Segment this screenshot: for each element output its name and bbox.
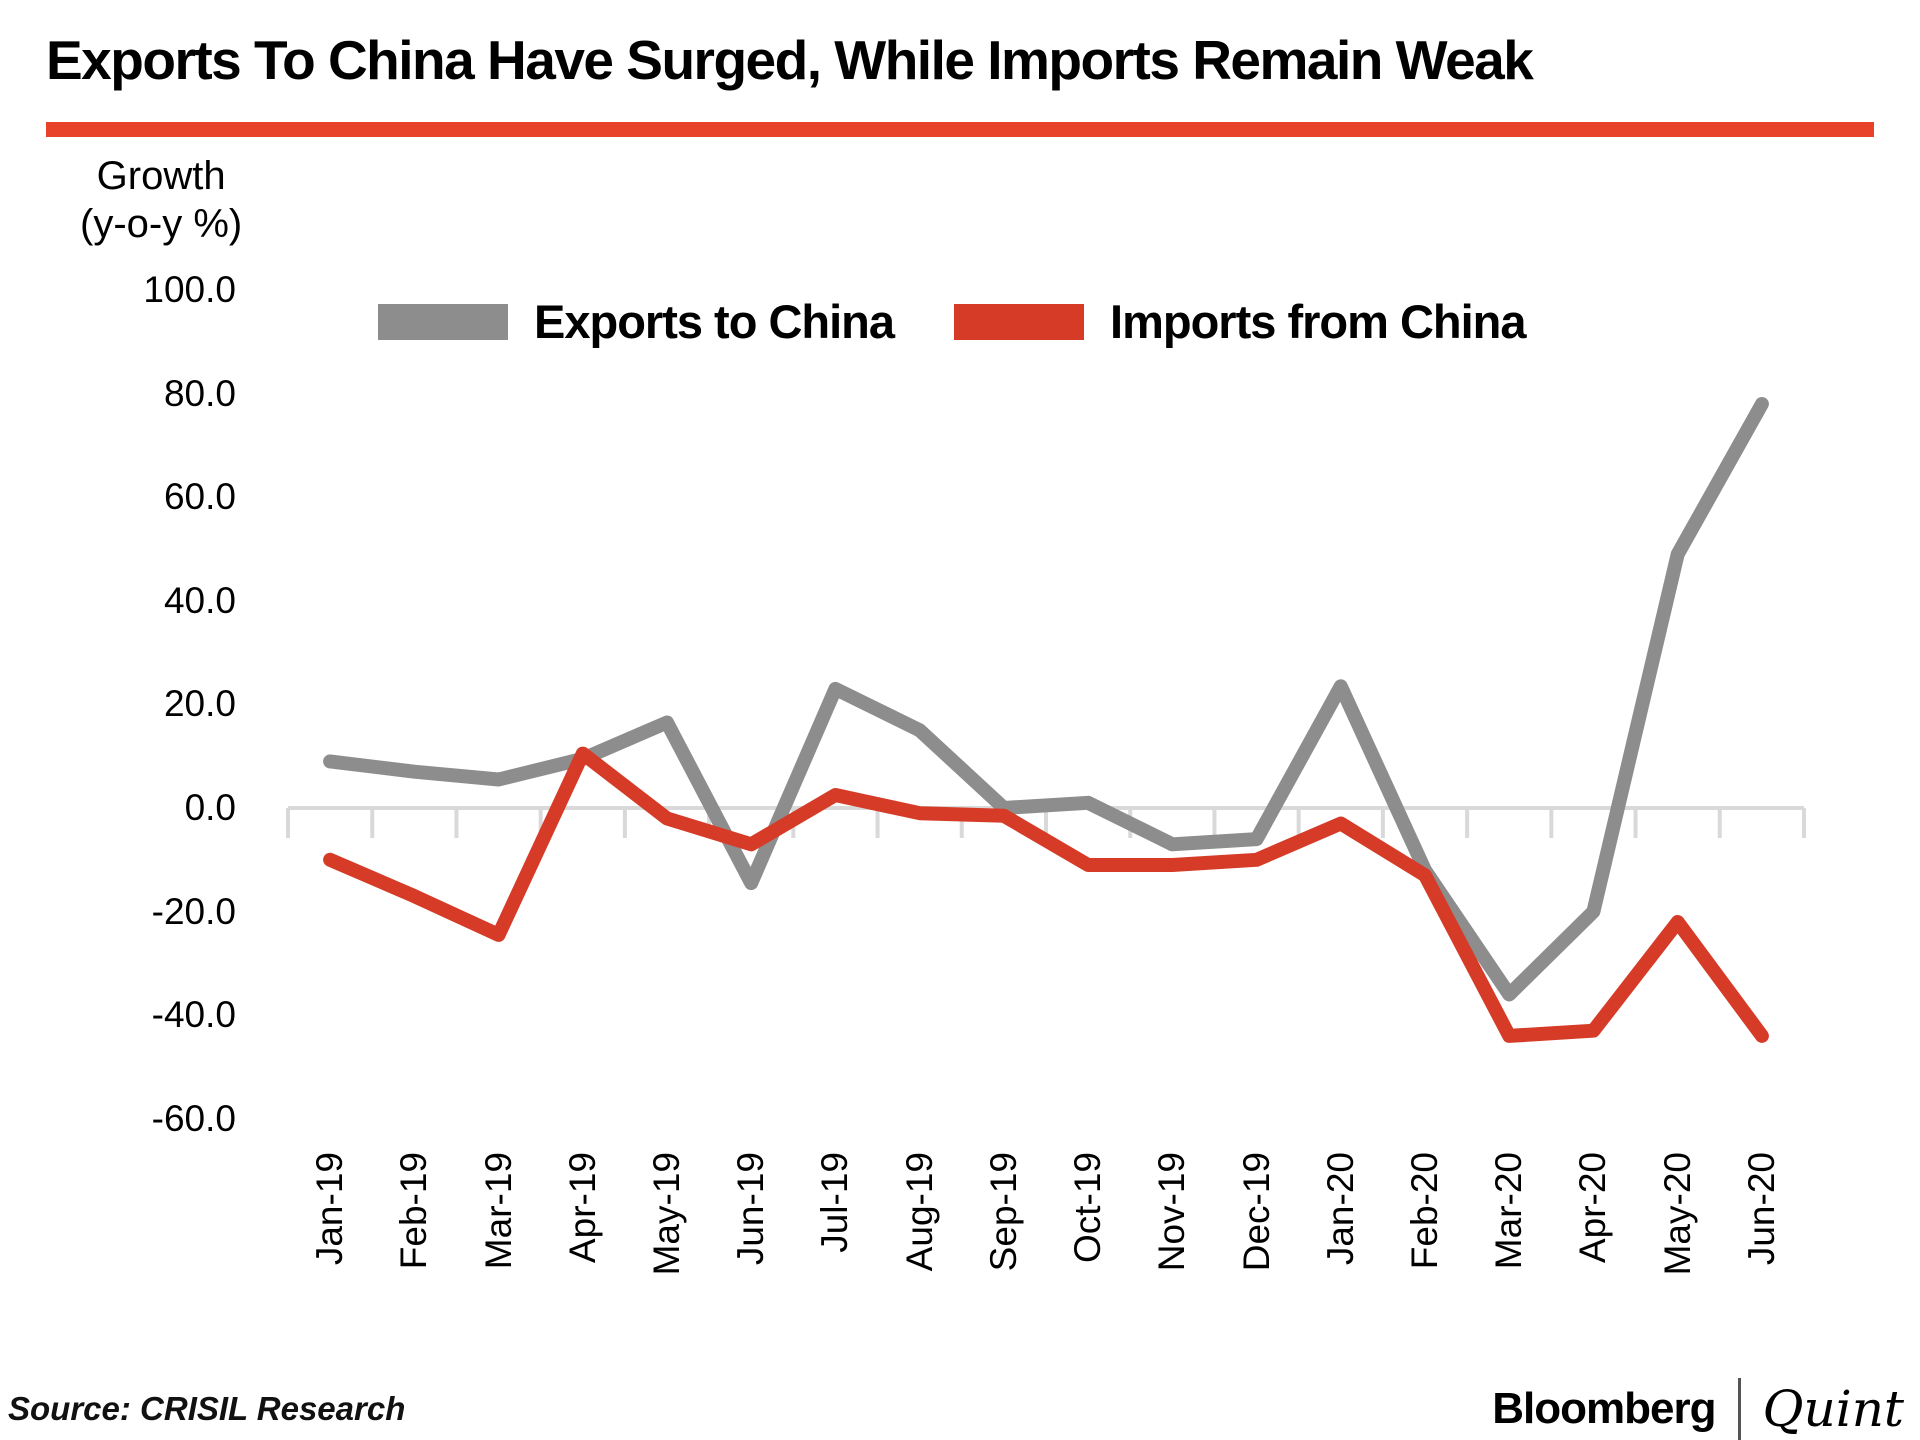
bloomberg-logo: Bloomberg bbox=[1492, 1384, 1716, 1433]
x-axis-month-label: Jan-20 bbox=[1319, 1152, 1361, 1266]
x-axis-month-label: Mar-19 bbox=[477, 1152, 519, 1270]
x-axis-month-label: Oct-19 bbox=[1067, 1152, 1109, 1264]
x-axis-month-label: Apr-20 bbox=[1572, 1152, 1614, 1264]
x-axis-month-label: Jun-19 bbox=[730, 1152, 772, 1266]
x-axis-month-label: Sep-19 bbox=[982, 1152, 1024, 1272]
y-axis-tick-label: -20.0 bbox=[151, 890, 236, 932]
quint-logo: Quint bbox=[1762, 1380, 1904, 1438]
x-axis-month-label: Aug-19 bbox=[898, 1152, 940, 1272]
x-axis-month-label: Feb-19 bbox=[393, 1152, 435, 1270]
y-axis-title: Growth (y-o-y %) bbox=[80, 152, 242, 248]
x-axis-month-label: Apr-19 bbox=[561, 1152, 603, 1264]
x-axis-month-label: Jan-19 bbox=[309, 1152, 351, 1266]
x-axis-month-label: Nov-19 bbox=[1151, 1152, 1193, 1272]
y-axis-title-line1: Growth bbox=[96, 154, 226, 198]
chart-title: Exports To China Have Surged, While Impo… bbox=[46, 29, 1534, 91]
x-axis-month-label: May-20 bbox=[1656, 1152, 1698, 1276]
y-axis-tick-label: 80.0 bbox=[163, 372, 236, 414]
legend: Exports to China Imports from China bbox=[378, 294, 1560, 349]
y-axis-tick-label: 0.0 bbox=[184, 787, 236, 828]
y-axis-tick-label: 60.0 bbox=[163, 476, 236, 518]
y-axis-tick-label: 40.0 bbox=[163, 579, 236, 621]
y-axis-tick-label: 20.0 bbox=[163, 683, 236, 725]
legend-swatch-imports bbox=[954, 303, 1085, 340]
x-axis-month-label: Dec-19 bbox=[1235, 1152, 1277, 1272]
legend-label-imports: Imports from China bbox=[1110, 295, 1526, 348]
brand-divider bbox=[1737, 1378, 1741, 1440]
legend-label-exports: Exports to China bbox=[534, 295, 895, 348]
y-axis-tick-label: 100.0 bbox=[143, 269, 236, 310]
source-note: Source: CRISIL Research bbox=[8, 1390, 406, 1427]
series-line-imports bbox=[323, 746, 1769, 1043]
x-axis-month-label: Mar-20 bbox=[1488, 1152, 1530, 1270]
x-axis-month-label: May-19 bbox=[646, 1152, 687, 1276]
x-axis-month-label: Jun-20 bbox=[1740, 1152, 1782, 1266]
series-line-exports bbox=[323, 397, 1769, 1002]
y-axis-title-line2: (y-o-y %) bbox=[80, 202, 243, 246]
y-axis-tick-label: -60.0 bbox=[151, 1097, 236, 1139]
brand-footer: Bloomberg Quint bbox=[1492, 1378, 1904, 1440]
legend-item-exports: Exports to China bbox=[378, 294, 895, 349]
title-accent-rule bbox=[46, 122, 1874, 137]
x-axis-month-label: Jul-19 bbox=[814, 1152, 856, 1253]
legend-swatch-exports bbox=[378, 303, 508, 340]
legend-item-imports: Imports from China bbox=[954, 294, 1527, 349]
x-axis-month-label: Feb-20 bbox=[1404, 1152, 1445, 1270]
y-axis-tick-label: -40.0 bbox=[151, 994, 236, 1036]
